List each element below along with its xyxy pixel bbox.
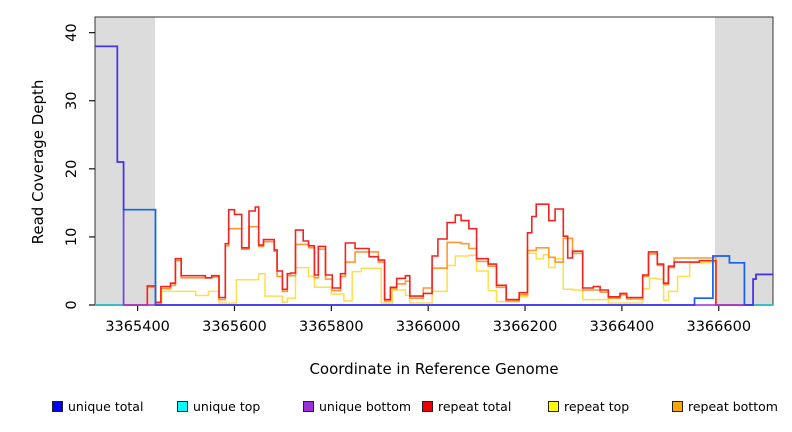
x-axis-title: Coordinate in Reference Genome [309, 360, 559, 378]
series-line-repeat-top [95, 252, 773, 306]
y-tick-label: 20 [64, 160, 80, 178]
legend-label: repeat bottom [688, 399, 778, 414]
y-axis-title: Read Coverage Depth [29, 79, 47, 245]
plot-box [94, 16, 774, 306]
y-tick-label: 0 [64, 300, 80, 309]
legend-swatch-repeat-top-icon [548, 401, 559, 412]
y-tick-label: 10 [64, 228, 80, 246]
series-line-repeat-total [95, 203, 773, 306]
legend-label: repeat top [564, 399, 630, 414]
x-tick-label: 3366000 [396, 319, 461, 335]
legend-label: repeat total [438, 399, 512, 414]
legend-swatch-unique-bottom-icon [303, 401, 314, 412]
legend-label: unique total [68, 399, 144, 414]
masked-region-band-0 [95, 17, 156, 305]
x-tick-label: 3366400 [590, 319, 655, 335]
x-tick-label: 3366200 [493, 319, 558, 335]
x-tick-label: 3365800 [299, 319, 364, 335]
x-tick-label: 3365400 [105, 319, 170, 335]
legend-swatch-repeat-bottom-icon [672, 401, 683, 412]
legend-label: unique bottom [319, 399, 412, 414]
x-tick-label: 3366600 [686, 319, 751, 335]
y-tick-label: 40 [64, 23, 80, 41]
x-tick-label: 3365600 [202, 319, 267, 335]
masked-region-band-1 [714, 17, 773, 305]
series-line-unique-total [95, 45, 773, 306]
legend-swatch-unique-top-icon [177, 401, 188, 412]
legend-swatch-unique-total-icon [52, 401, 63, 412]
legend-label: unique top [193, 399, 261, 414]
y-tick-label: 30 [64, 92, 80, 110]
legend-swatch-repeat-total-icon [422, 401, 433, 412]
legend: unique total unique top unique bottom repea… [0, 398, 792, 420]
